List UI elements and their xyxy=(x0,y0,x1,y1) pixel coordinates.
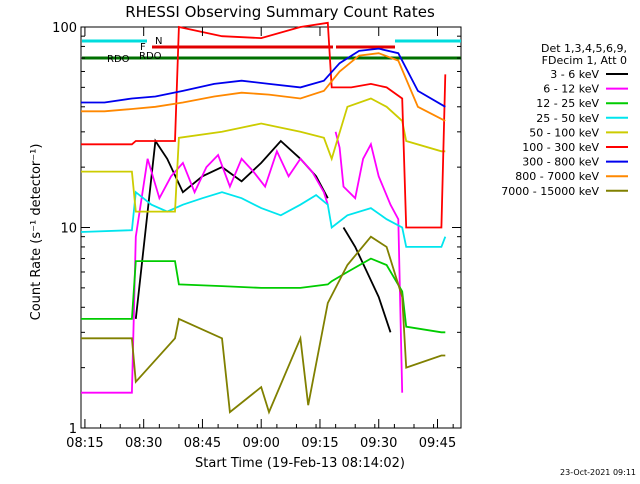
series-layer xyxy=(80,21,447,415)
legend-entry: 300 - 800 keV xyxy=(522,156,628,169)
legend-entry: 3 - 6 keV xyxy=(550,68,628,81)
y-tick-label: 10 xyxy=(60,222,77,237)
series-line-1 xyxy=(334,131,404,393)
legend-header-line-2: FDecim 1, Att 0 xyxy=(542,54,627,67)
legend-entry-label: 300 - 800 keV xyxy=(522,156,599,169)
legend-entry: 50 - 100 keV xyxy=(529,126,628,139)
legend-entry: 100 - 300 keV xyxy=(522,141,628,154)
series-line-5 xyxy=(81,21,447,229)
y-axis-label: Count Rate (s⁻¹ detector⁻¹) xyxy=(29,144,44,321)
series-line-1 xyxy=(81,148,329,394)
flag-label: N xyxy=(155,36,162,47)
series-line-3 xyxy=(80,190,447,248)
series-line-0 xyxy=(342,227,392,333)
legend-entry-label: 25 - 50 keV xyxy=(536,112,599,125)
x-tick-label: 08:45 xyxy=(184,436,221,451)
y-tick-label: 1 xyxy=(69,422,77,437)
x-tick-label: 09:15 xyxy=(301,436,338,451)
legend-entry: 12 - 25 keV xyxy=(536,97,628,110)
x-tick-label: 08:15 xyxy=(66,436,103,451)
legend-entry-label: 3 - 6 keV xyxy=(550,68,599,81)
x-tick-label: 08:30 xyxy=(125,436,162,451)
legend-entry: 800 - 7000 keV xyxy=(515,170,628,183)
legend-entry-label: 800 - 7000 keV xyxy=(515,170,599,183)
legend-entry: 25 - 50 keV xyxy=(536,112,628,125)
axes: 08:15 08:30 08:45 09:00 09:15 09:30 09:45 1 10 10… xyxy=(52,21,461,451)
flag-label: RDO xyxy=(139,51,162,62)
y-tick-label: 100 xyxy=(52,21,77,36)
x-axis-label: Start Time (19-Feb-13 08:14:02) xyxy=(195,456,405,471)
series-line-6 xyxy=(81,47,446,108)
legend-entry-label: 7000 - 15000 keV xyxy=(501,185,599,198)
x-tick-label: 09:00 xyxy=(242,436,279,451)
legend-entry-label: 6 - 12 keV xyxy=(543,83,599,96)
chart-title: RHESSI Observing Summary Count Rates xyxy=(125,3,435,21)
x-tick-label: 09:30 xyxy=(360,436,397,451)
legend-entry: 6 - 12 keV xyxy=(543,83,628,96)
legend-entry-label: 50 - 100 keV xyxy=(529,126,599,139)
legend-entry-label: 100 - 300 keV xyxy=(522,141,599,154)
series-line-2 xyxy=(81,257,446,334)
flag-label: RDO xyxy=(107,54,130,65)
legend: Det 1,3,4,5,6,9, FDecim 1, Att 0 3 - 6 k… xyxy=(501,42,628,198)
timestamp: 23-Oct-2021 09:11 xyxy=(560,468,636,477)
series-line-7 xyxy=(81,52,446,122)
legend-entry-label: 12 - 25 keV xyxy=(536,97,599,110)
legend-header-line-1: Det 1,3,4,5,6,9, xyxy=(541,42,627,55)
x-tick-label: 09:45 xyxy=(419,436,456,451)
flag-label: F xyxy=(140,42,146,53)
series-line-8 xyxy=(81,235,446,415)
legend-entry: 7000 - 15000 keV xyxy=(501,185,628,198)
